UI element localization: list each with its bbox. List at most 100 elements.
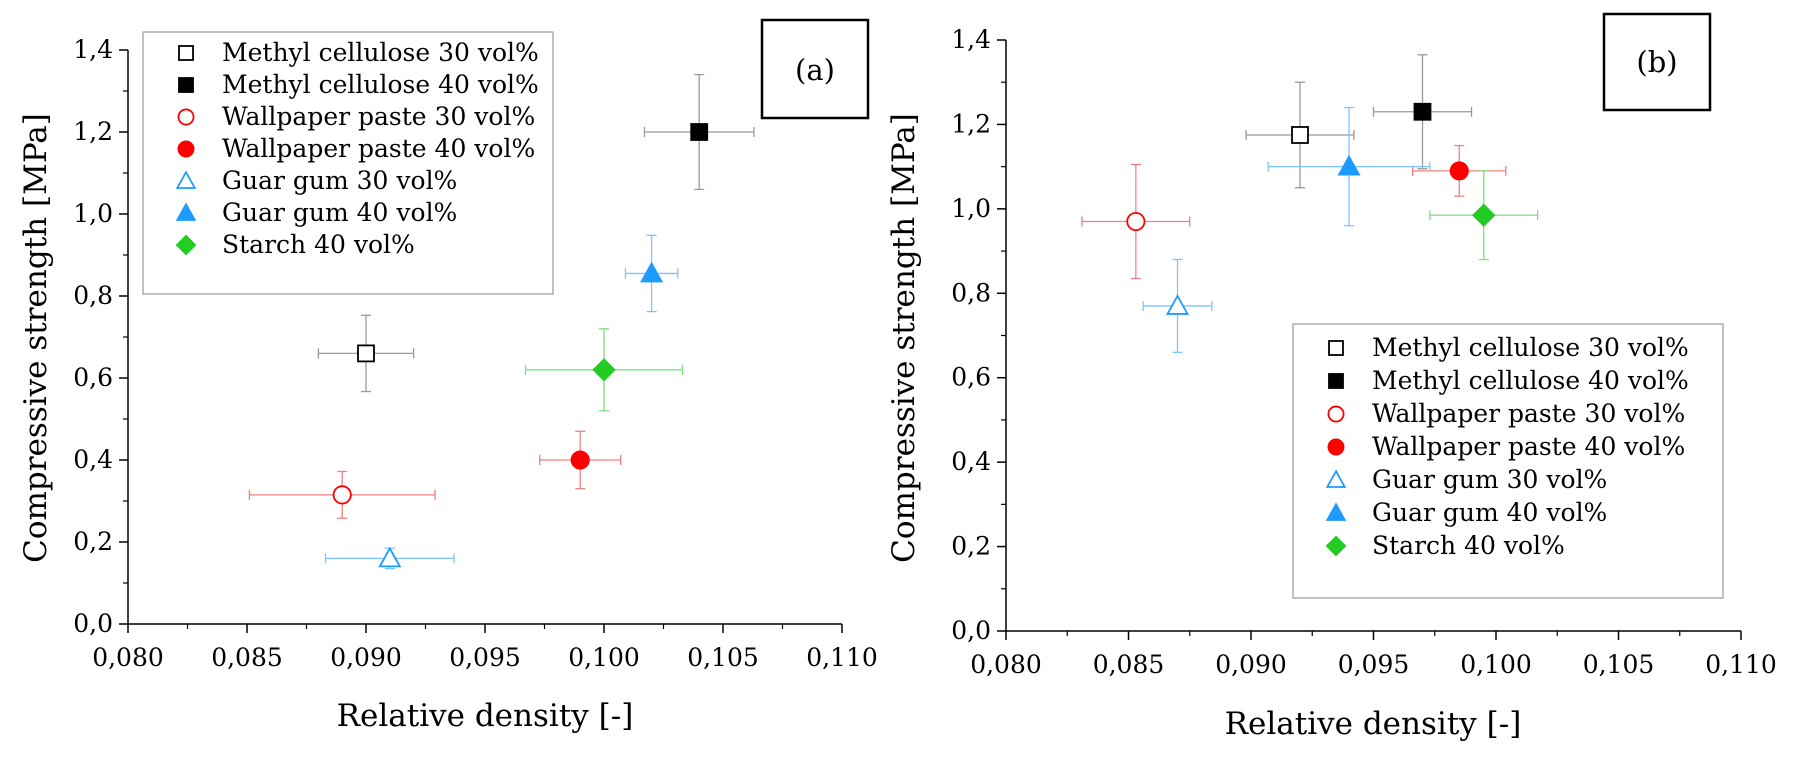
x-tick-label: 0,100 bbox=[1460, 650, 1532, 679]
axis-ticks: 0,080 0,085 0,090 0,095 0,100 0,105 0,110 0,0 0,… bbox=[73, 35, 878, 672]
legend-entry: Wallpaper paste 30 vol% bbox=[1327, 399, 1685, 428]
data-point bbox=[1291, 126, 1309, 144]
legend-label: Wallpaper paste 40 vol% bbox=[1372, 432, 1685, 461]
legend-entry: Guar gum 40 vol% bbox=[1325, 498, 1607, 527]
x-tick-label: 0,080 bbox=[92, 643, 164, 672]
legend-entry: Methyl cellulose 40 vol% bbox=[178, 70, 539, 99]
legend-entry: Methyl cellulose 30 vol% bbox=[1328, 333, 1689, 362]
series-triangle-filled bbox=[1267, 106, 1431, 227]
y-tick-label: 0,8 bbox=[73, 281, 113, 310]
legend-items: Methyl cellulose 30 vol% Methyl cellulose… bbox=[1325, 333, 1689, 560]
legend-label: Methyl cellulose 40 vol% bbox=[1372, 366, 1689, 395]
data-point bbox=[1449, 161, 1469, 181]
legend-marker bbox=[177, 108, 195, 126]
x-axis-title: Relative density [-] bbox=[337, 698, 634, 734]
legend-entry: Wallpaper paste 40 vol% bbox=[1327, 432, 1685, 461]
data-points bbox=[1081, 54, 1539, 354]
y-tick-label: 0,4 bbox=[951, 447, 991, 476]
legend-entry: Starch 40 vol% bbox=[1325, 531, 1565, 560]
series-diamond-filled bbox=[524, 328, 684, 412]
panel-a: 0,080 0,085 0,090 0,095 0,100 0,105 0,110 0,0 0,… bbox=[18, 18, 878, 734]
legend-items: Methyl cellulose 30 vol% Methyl cellulose… bbox=[175, 38, 539, 259]
legend-label: Guar gum 40 vol% bbox=[222, 198, 457, 227]
series-circle-open bbox=[248, 470, 436, 519]
x-tick-label: 0,085 bbox=[211, 643, 283, 672]
axis-ticks: 0,080 0,085 0,090 0,095 0,100 0,105 0,110 0,0 0,… bbox=[951, 25, 1777, 679]
y-tick-label: 1,0 bbox=[73, 199, 113, 228]
y-tick-label: 1,2 bbox=[951, 109, 991, 138]
y-tick-label: 0,8 bbox=[951, 278, 991, 307]
legend-frame bbox=[142, 31, 554, 295]
legend-label: Guar gum 30 vol% bbox=[222, 166, 457, 195]
legend-entry: Methyl cellulose 40 vol% bbox=[1328, 366, 1689, 395]
x-axis-title: Relative density [-] bbox=[1225, 706, 1522, 742]
y-tick-label: 1,4 bbox=[73, 35, 113, 64]
data-point bbox=[640, 261, 664, 283]
x-tick-label: 0,105 bbox=[1583, 650, 1655, 679]
legend-entry: Starch 40 vol% bbox=[175, 230, 415, 259]
series-triangle-open bbox=[324, 546, 455, 570]
x-tick-label: 0,105 bbox=[687, 643, 759, 672]
legend-entry: Guar gum 40 vol% bbox=[175, 198, 457, 227]
y-tick-label: 1,0 bbox=[951, 194, 991, 223]
x-tick-label: 0,090 bbox=[1215, 650, 1287, 679]
legend-entry: Guar gum 30 vol% bbox=[175, 166, 457, 195]
legend-label: Guar gum 30 vol% bbox=[1372, 465, 1607, 494]
x-tick-label: 0,080 bbox=[970, 650, 1042, 679]
data-point bbox=[1413, 102, 1432, 121]
panel-label: (a) bbox=[795, 53, 835, 87]
panel-b: 0,080 0,085 0,090 0,095 0,100 0,105 0,110 0,0 0,… bbox=[886, 12, 1777, 742]
legend-label: Starch 40 vol% bbox=[1372, 531, 1565, 560]
legend-entry: Wallpaper paste 30 vol% bbox=[177, 102, 535, 131]
data-points bbox=[248, 73, 755, 570]
legend-label: Wallpaper paste 40 vol% bbox=[222, 134, 535, 163]
data-point bbox=[592, 358, 616, 382]
series-circle-open bbox=[1081, 163, 1191, 280]
legend-marker bbox=[1325, 502, 1347, 521]
series-circle-filled bbox=[1412, 144, 1507, 197]
series-square-filled bbox=[1372, 54, 1473, 170]
y-axis-title: Compressive strength [MPa] bbox=[18, 113, 54, 563]
series-square-open bbox=[1245, 81, 1355, 189]
y-tick-label: 0,0 bbox=[951, 616, 991, 645]
legend-label: Starch 40 vol% bbox=[222, 230, 415, 259]
x-tick-label: 0,110 bbox=[806, 643, 878, 672]
legend-marker bbox=[178, 45, 194, 61]
y-tick-label: 1,2 bbox=[73, 117, 113, 146]
series-diamond-filled bbox=[1429, 170, 1539, 261]
legend-label: Methyl cellulose 30 vol% bbox=[222, 38, 539, 67]
legend: Methyl cellulose 30 vol% Methyl cellulose… bbox=[142, 31, 554, 295]
series-triangle-filled bbox=[624, 234, 679, 313]
legend-marker bbox=[1325, 469, 1347, 488]
legend-marker bbox=[1325, 535, 1347, 557]
legend-marker bbox=[1328, 373, 1344, 389]
legend-marker bbox=[177, 140, 195, 158]
legend-frame bbox=[1292, 323, 1724, 599]
y-axis-title: Compressive strength [MPa] bbox=[886, 113, 922, 563]
legend-entry: Methyl cellulose 30 vol% bbox=[178, 38, 539, 67]
y-tick-label: 0,0 bbox=[73, 609, 113, 638]
data-point bbox=[378, 546, 402, 568]
legend-label: Methyl cellulose 30 vol% bbox=[1372, 333, 1689, 362]
panel-label-frame bbox=[1602, 12, 1712, 112]
panel-label-frame bbox=[760, 18, 870, 120]
y-tick-label: 1,4 bbox=[951, 25, 991, 54]
panel-label-box: (b) bbox=[1602, 12, 1712, 112]
y-tick-label: 0,2 bbox=[73, 527, 113, 556]
x-tick-label: 0,110 bbox=[1705, 650, 1777, 679]
legend-label: Wallpaper paste 30 vol% bbox=[222, 102, 535, 131]
y-tick-label: 0,4 bbox=[73, 445, 113, 474]
legend-entry: Wallpaper paste 40 vol% bbox=[177, 134, 535, 163]
x-tick-label: 0,100 bbox=[568, 643, 640, 672]
x-tick-label: 0,095 bbox=[449, 643, 521, 672]
legend-entry: Guar gum 30 vol% bbox=[1325, 465, 1607, 494]
legend-marker bbox=[1328, 340, 1344, 356]
x-tick-label: 0,085 bbox=[1093, 650, 1165, 679]
legend-marker bbox=[1327, 438, 1345, 456]
data-point bbox=[357, 344, 375, 363]
x-tick-label: 0,090 bbox=[330, 643, 402, 672]
data-point bbox=[1126, 211, 1146, 232]
y-tick-label: 0,2 bbox=[951, 532, 991, 561]
series-square-filled bbox=[643, 73, 755, 191]
